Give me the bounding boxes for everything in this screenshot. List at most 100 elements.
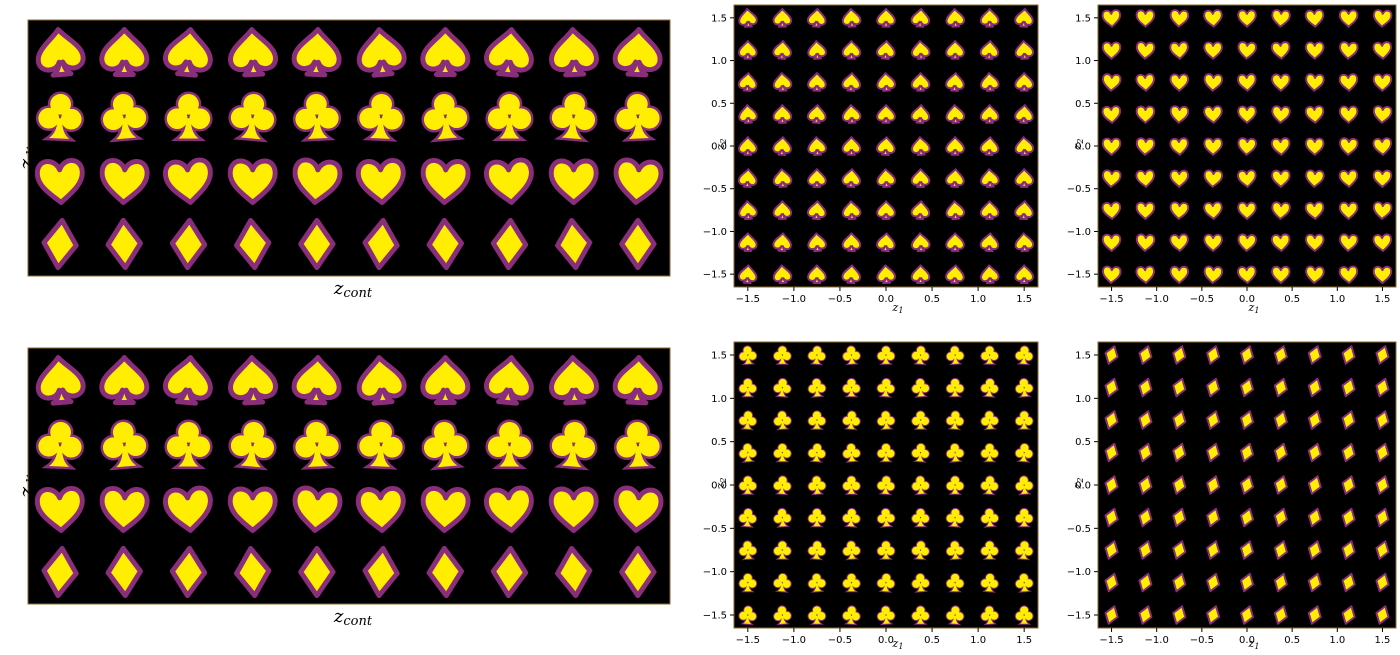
heart-glyph-8-0	[1372, 9, 1393, 28]
heart-glyph-1-2	[1135, 73, 1155, 92]
diamond-glyph-2-7	[1172, 572, 1187, 593]
heart-glyph-6-1	[1304, 41, 1325, 60]
club-glyph-5-2	[911, 410, 930, 430]
club-glyph-6-8	[945, 605, 965, 626]
y-tick-label: −1.5	[1067, 270, 1091, 281]
panel-bottom-ylabel: zdisc	[14, 460, 40, 498]
heart-glyph-6-4	[1304, 137, 1325, 156]
heart-glyph-4-8	[1237, 265, 1257, 284]
diamond-glyph-7-8	[1341, 605, 1356, 625]
heart-glyph-2-1	[1169, 41, 1189, 60]
heart-glyph-7-0	[1338, 9, 1359, 28]
club-glyph-7-6	[980, 540, 1000, 560]
club-glyph-r1-c3	[228, 419, 277, 471]
diamond-glyph-r3-c4	[298, 545, 336, 599]
club-latent-plot: −1.5 −1.0 −0.5 0.0 0.5 1.0 1.5 −1.5 −1.0 −0.5 0.0 0…	[703, 341, 1039, 646]
diamond-latent-xlabel: z1	[1248, 637, 1260, 651]
diamond-glyph-4-8	[1240, 605, 1254, 625]
diamond-glyph-8-7	[1375, 572, 1390, 593]
diamond-glyph-r3-c3	[234, 217, 272, 271]
club-glyph-6-3	[945, 442, 965, 463]
club-glyph-6-0	[945, 345, 965, 366]
diamond-glyph-4-4	[1240, 475, 1254, 495]
heart-latent-ylabel: z2	[1071, 138, 1085, 150]
diamond-glyph-r3-c7	[490, 545, 529, 599]
diamond-glyph-6-7	[1307, 572, 1322, 593]
y-tick-label: 1.5	[1075, 13, 1091, 24]
diamond-glyph-r3-c8	[555, 217, 593, 271]
diamond-glyph-r3-c5	[362, 545, 400, 599]
club-glyph-r1-c1	[100, 419, 149, 471]
heart-glyph-4-3	[1237, 105, 1257, 124]
club-glyph-3-7	[842, 572, 861, 593]
club-glyph-7-4	[980, 475, 999, 496]
spade-glyph-4-7	[876, 232, 896, 253]
heart-glyph-8-5	[1372, 169, 1393, 188]
heart-glyph-8-4	[1372, 137, 1393, 156]
diamond-glyph-5-4	[1273, 475, 1288, 495]
diamond-latent-ylabel: z2	[1071, 477, 1085, 489]
club-glyph-r1-c6	[421, 419, 470, 471]
heart-glyph-2-0	[1169, 9, 1190, 28]
heart-glyph-0-4	[1101, 137, 1122, 156]
diamond-glyph-4-2	[1240, 410, 1254, 430]
club-glyph-5-6	[911, 540, 930, 561]
y-tick-label: 1.5	[1075, 351, 1091, 362]
heart-glyph-7-6	[1338, 201, 1359, 220]
club-latent-ylabel: z2	[714, 477, 728, 489]
heart-glyph-3-3	[1203, 105, 1223, 124]
heart-glyph-r2-c4	[292, 157, 343, 205]
x-tick-label: −1.5	[1099, 294, 1123, 305]
diamond-glyph-5-1	[1273, 377, 1288, 398]
spade-glyph-3-7	[841, 232, 862, 252]
diamond-glyph-r3-c0	[41, 217, 79, 271]
diamond-glyph-r3-c5	[362, 217, 400, 271]
panel-top-ylabel: zdisc	[14, 132, 40, 170]
heart-glyph-8-8	[1372, 265, 1393, 284]
heart-latent-plot: −1.5 −1.0 −0.5 0.0 0.5 1.0 1.5 −1.5 −1.0 −0.5 0.0 0…	[1067, 4, 1397, 305]
spade-glyph-r0-c9	[612, 355, 663, 406]
heart-glyph-r2-c6	[420, 486, 471, 533]
diamond-glyph-6-6	[1307, 540, 1322, 560]
spade-glyph-7-0	[979, 8, 1000, 28]
club-glyph-7-2	[980, 410, 1000, 431]
spade-glyph-0-3	[738, 104, 758, 124]
heart-glyph-5-5	[1271, 169, 1291, 188]
x-tick-label: −1.5	[736, 635, 760, 646]
heart-glyph-1-4	[1135, 137, 1156, 156]
club-glyph-1-2	[773, 410, 792, 431]
heart-glyph-0-7	[1101, 233, 1122, 252]
diamond-glyph-4-5	[1240, 507, 1254, 528]
heart-glyph-3-8	[1203, 265, 1224, 284]
diamond-glyph-1-5	[1138, 507, 1153, 528]
spade-glyph-r0-c3	[228, 355, 278, 406]
heart-glyph-1-6	[1135, 201, 1156, 220]
heart-glyph-r2-c3	[227, 158, 278, 205]
spade-glyph-0-6	[738, 200, 758, 221]
panel-bottom-xlabel: zcont	[333, 606, 373, 629]
y-tick-label: −1.5	[703, 270, 727, 281]
club-glyph-4-4	[876, 475, 896, 496]
diamond-glyph-0-4	[1104, 475, 1119, 495]
spade-glyph-r0-c4	[291, 27, 342, 78]
heart-glyph-7-5	[1338, 169, 1359, 188]
heart-glyph-0-1	[1101, 41, 1122, 60]
diamond-glyph-8-8	[1375, 605, 1390, 625]
spade-glyph-r0-c2	[163, 355, 213, 406]
club-glyph-4-8	[876, 605, 896, 626]
diamond-glyph-8-2	[1375, 410, 1390, 430]
y-tick-label: 1.0	[1075, 394, 1091, 405]
y-tick-label: 0.0	[711, 481, 727, 492]
club-glyph-1-0	[772, 345, 792, 365]
spade-glyph-6-6	[945, 200, 966, 221]
x-tick-label: 1.5	[1375, 635, 1391, 646]
diamond-glyph-r3-c7	[490, 217, 529, 271]
club-glyph-5-8	[911, 605, 930, 625]
diamond-glyph-2-5	[1172, 507, 1187, 528]
spade-glyph-7-1	[979, 40, 1000, 60]
club-glyph-8-0	[1014, 345, 1034, 366]
spade-glyph-4-6	[876, 200, 896, 220]
spade-glyph-6-8	[945, 264, 965, 285]
spade-glyph-3-0	[841, 8, 862, 28]
heart-glyph-7-1	[1339, 41, 1359, 60]
